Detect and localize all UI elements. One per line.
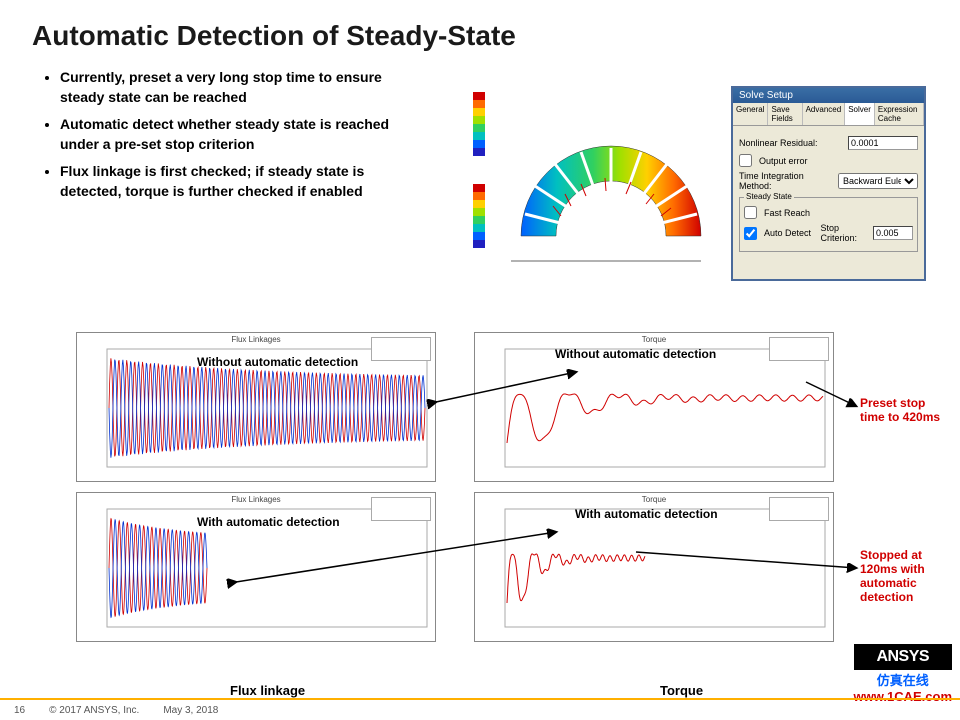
fast-reach-checkbox[interactable] bbox=[744, 206, 757, 219]
chart-annotation: Without automatic detection bbox=[555, 347, 716, 361]
panel-title: Solve Setup bbox=[733, 88, 924, 103]
cae-text-1: 仿真在线 bbox=[854, 670, 952, 689]
output-error-label: Output error bbox=[759, 156, 918, 166]
nonlinear-input[interactable] bbox=[848, 136, 918, 150]
bullet-item: Currently, preset a very long stop time … bbox=[60, 68, 420, 107]
tab-general[interactable]: General bbox=[733, 103, 768, 125]
tab-advanced[interactable]: Advanced bbox=[803, 103, 846, 125]
copyright: © 2017 ANSYS, Inc. bbox=[49, 705, 139, 716]
bullet-list: Currently, preset a very long stop time … bbox=[0, 52, 420, 202]
steady-state-group-title: Steady State bbox=[744, 192, 794, 201]
column-label-flux: Flux linkage bbox=[230, 683, 305, 698]
output-error-checkbox[interactable] bbox=[739, 154, 752, 167]
time-int-label: Time Integration Method: bbox=[739, 171, 834, 191]
stop-crit-label: Stop Criterion: bbox=[821, 223, 870, 243]
tab-expression-cache[interactable]: Expression Cache bbox=[875, 103, 924, 125]
chart-annotation: With automatic detection bbox=[575, 507, 718, 521]
chart-annotation: With automatic detection bbox=[197, 515, 340, 529]
fast-reach-label: Fast Reach bbox=[764, 208, 913, 218]
tab-save-fields[interactable]: Save Fields bbox=[768, 103, 802, 125]
bullet-item: Flux linkage is first checked; if steady… bbox=[60, 162, 420, 201]
footer: 16 © 2017 ANSYS, Inc. May 3, 2018 bbox=[0, 698, 960, 720]
nonlinear-label: Nonlinear Residual: bbox=[739, 138, 844, 148]
fea-visualization bbox=[471, 86, 721, 281]
arrows-overlay bbox=[76, 332, 876, 662]
solve-setup-panel: Solve Setup General Save Fields Advanced… bbox=[731, 86, 926, 281]
chart-annotation: Without automatic detection bbox=[197, 355, 358, 369]
column-label-torque: Torque bbox=[660, 683, 703, 698]
time-int-select[interactable]: Backward Euler bbox=[838, 173, 918, 189]
auto-detect-label: Auto Detect bbox=[764, 228, 813, 238]
stop-crit-input[interactable] bbox=[873, 226, 913, 240]
auto-detect-checkbox[interactable] bbox=[744, 227, 757, 240]
tab-solver[interactable]: Solver bbox=[845, 103, 875, 125]
bullet-item: Automatic detect whether steady state is… bbox=[60, 115, 420, 154]
panel-tabs: General Save Fields Advanced Solver Expr… bbox=[733, 103, 924, 126]
page-number: 16 bbox=[14, 705, 25, 716]
footer-date: May 3, 2018 bbox=[163, 705, 218, 716]
slide-title: Automatic Detection of Steady-State bbox=[0, 0, 960, 52]
